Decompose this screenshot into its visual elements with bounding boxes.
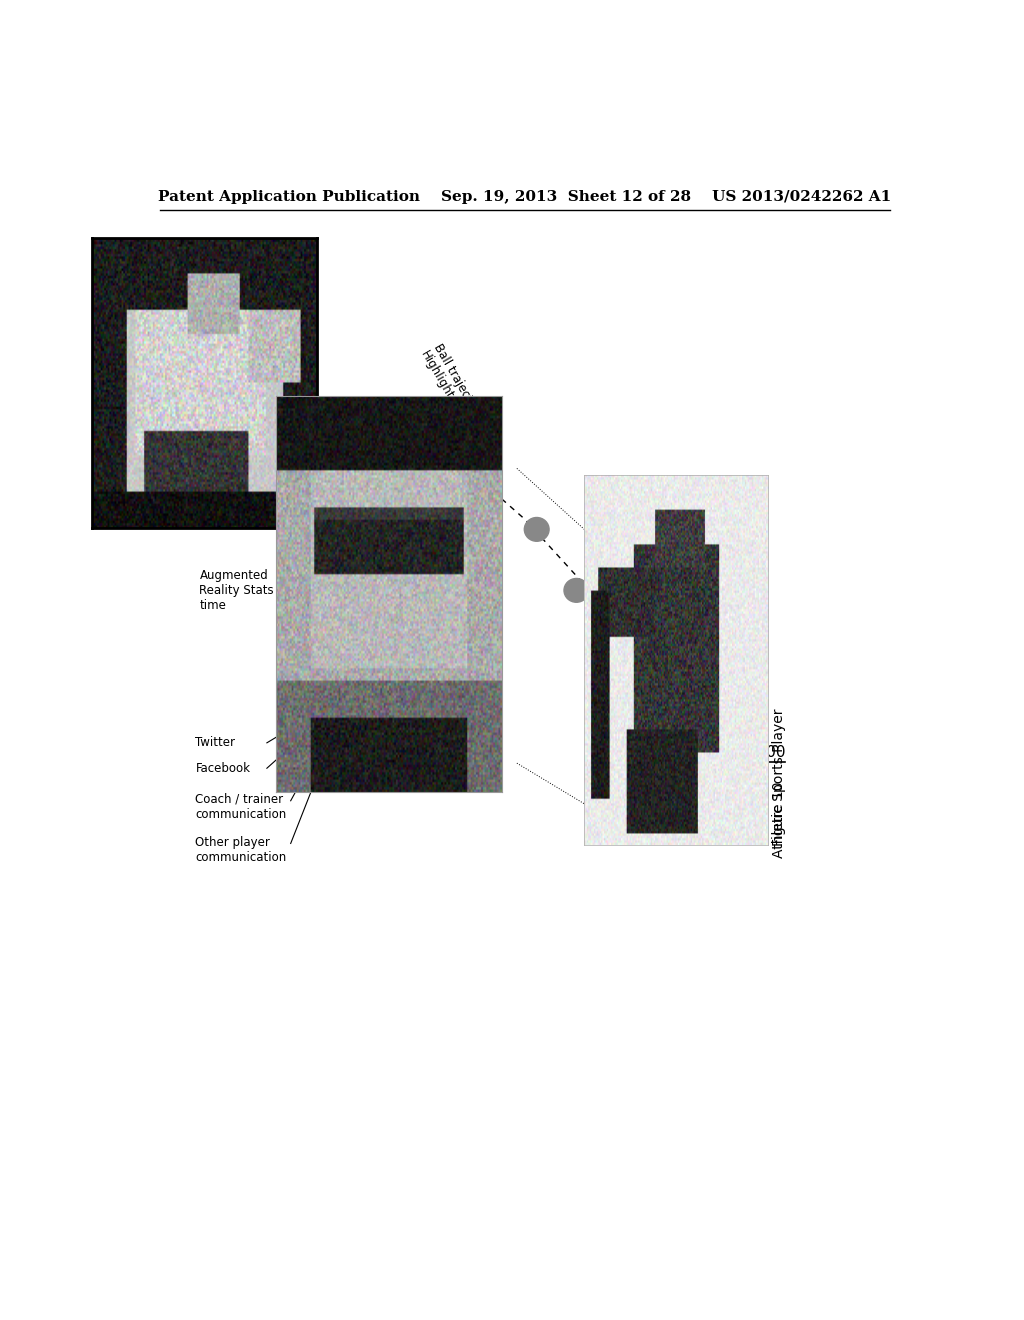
- Text: (mic): (mic): [346, 685, 378, 698]
- Text: Coach / trainer
communication: Coach / trainer communication: [196, 793, 287, 821]
- Text: Facebook: Facebook: [196, 762, 251, 775]
- Text: Other player
communication: Other player communication: [196, 836, 287, 863]
- Bar: [314, 422, 406, 510]
- Text: 1000: 1000: [748, 746, 786, 760]
- Ellipse shape: [604, 624, 629, 648]
- Ellipse shape: [524, 517, 549, 541]
- Text: Patent Application Publication    Sep. 19, 2013  Sheet 12 of 28    US 2013/02422: Patent Application Publication Sep. 19, …: [158, 190, 892, 205]
- Text: Ball trajectory
Highlighted: Ball trajectory Highlighted: [418, 341, 483, 428]
- Text: Twitter: Twitter: [196, 737, 236, 750]
- Text: Curve ball 102
mph: Curve ball 102 mph: [314, 451, 406, 480]
- Ellipse shape: [477, 457, 502, 480]
- Text: Augmented
Reality Stats real
time: Augmented Reality Stats real time: [200, 569, 300, 612]
- Text: Figure 10: Figure 10: [772, 781, 785, 846]
- Ellipse shape: [564, 578, 589, 602]
- Text: Athletic Sports Player: Athletic Sports Player: [772, 709, 785, 858]
- Bar: [410, 440, 489, 479]
